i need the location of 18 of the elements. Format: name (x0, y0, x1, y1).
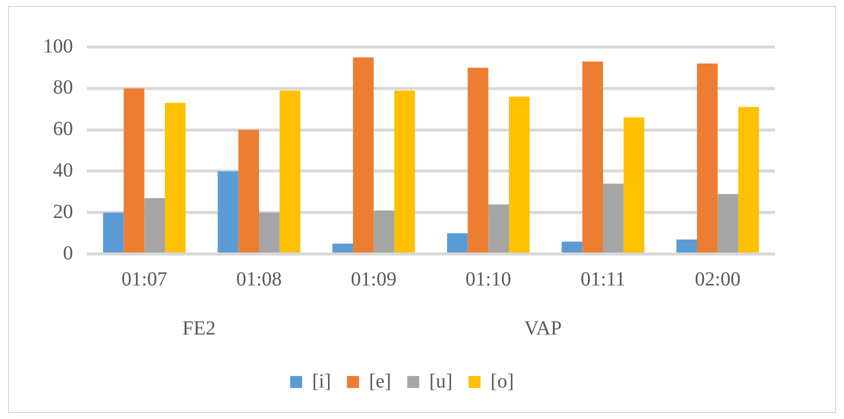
legend-label: [o] (490, 370, 514, 392)
x-tick-label: 01:08 (236, 268, 282, 290)
y-tick-label: 80 (53, 76, 73, 99)
y-tick-label: 0 (63, 242, 73, 264)
x-tick-label: 01:07 (122, 268, 168, 290)
legend-label: [e] (369, 370, 392, 392)
x-tick-label: 01:11 (580, 268, 626, 290)
text: VAP (524, 317, 562, 340)
y-tick-label: 20 (53, 200, 73, 223)
legend-label: [u] (429, 370, 453, 392)
x-tick-label: 01:09 (350, 268, 396, 290)
y-tick-label: 60 (53, 118, 73, 140)
x-tick-label: 02:00 (694, 268, 740, 290)
y-tick-label: 100 (43, 35, 73, 58)
text: FE2 (182, 317, 216, 340)
x-tick-label: 01:10 (466, 268, 512, 290)
legend-label: [i] (312, 370, 332, 392)
y-tick-label: 40 (53, 159, 73, 182)
